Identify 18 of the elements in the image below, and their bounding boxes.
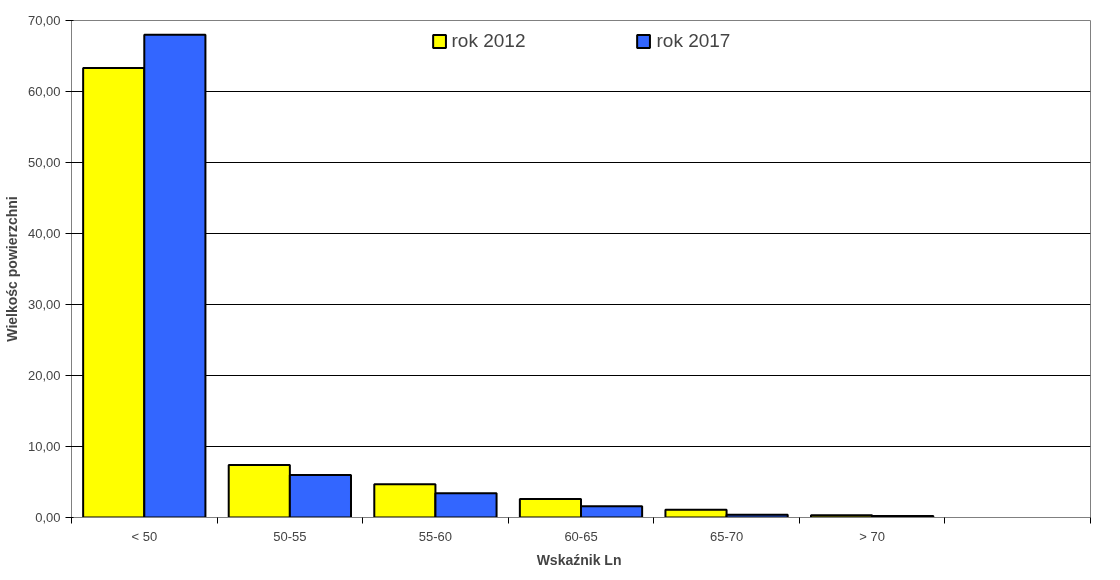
y-tick-label: 0,00 bbox=[35, 510, 61, 525]
legend-label: rok 2017 bbox=[656, 30, 731, 52]
y-tick-label: 70,00 bbox=[27, 13, 61, 28]
x-tick-label: 50-55 bbox=[273, 528, 307, 544]
legend-label: rok 2012 bbox=[451, 30, 526, 52]
x-tick-label: > 70 bbox=[859, 528, 885, 544]
x-tick-label: 65-70 bbox=[709, 528, 744, 544]
y-tick-label: 50,00 bbox=[27, 155, 61, 170]
y-tick-label: 10,00 bbox=[27, 439, 61, 454]
y-tick-label: 40,00 bbox=[27, 226, 61, 241]
x-axis-title: Wskaźnik Ln bbox=[536, 551, 622, 568]
y-tick-label: 30,00 bbox=[27, 297, 61, 312]
y-axis-title: Wielkośc powierzchni bbox=[3, 196, 20, 342]
x-tick-label: < 50 bbox=[131, 528, 158, 544]
x-tick-label: 60-65 bbox=[564, 528, 598, 544]
y-tick-label: 20,00 bbox=[27, 368, 61, 383]
x-tick-label: 55-60 bbox=[418, 528, 453, 544]
y-tick-label: 60,00 bbox=[27, 84, 61, 99]
